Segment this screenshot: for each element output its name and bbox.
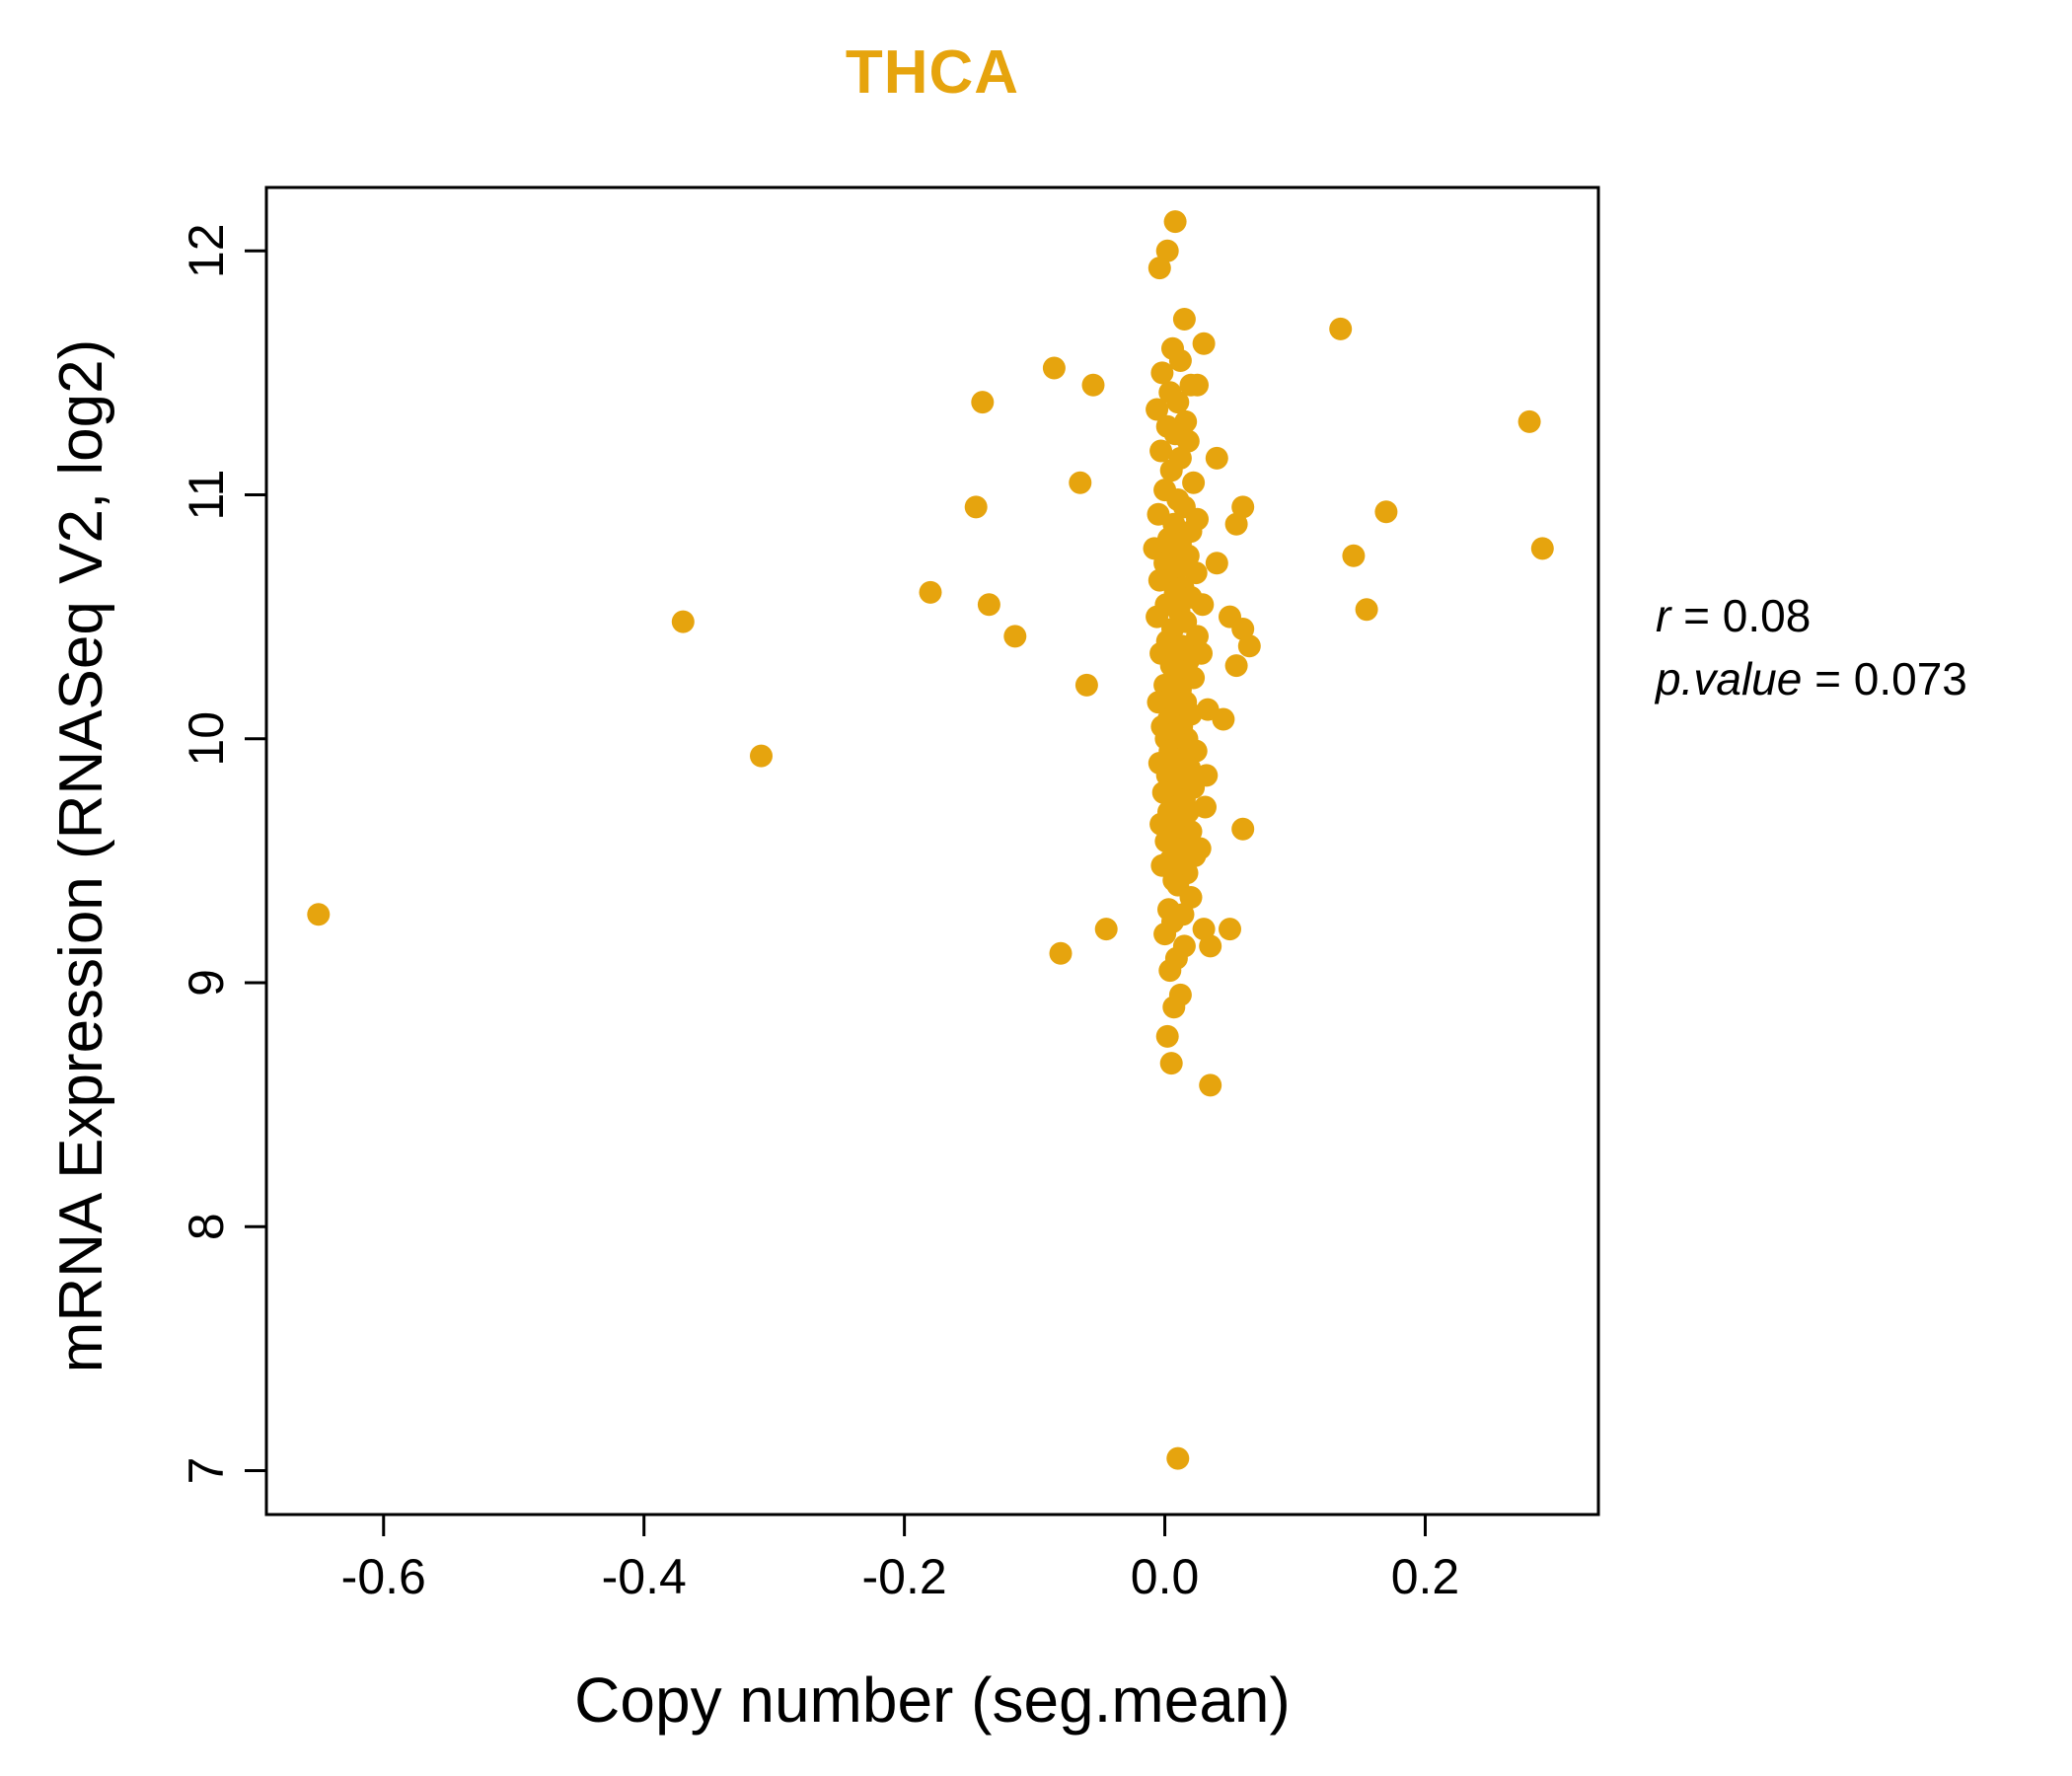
scatter-point bbox=[919, 580, 942, 604]
scatter-point bbox=[1168, 349, 1192, 372]
r-value: = 0.08 bbox=[1670, 590, 1812, 641]
scatter-point bbox=[1199, 1073, 1222, 1097]
scatter-point bbox=[1155, 1024, 1179, 1048]
scatter-point bbox=[971, 391, 995, 414]
p-value-line: p.value = 0.073 bbox=[1656, 647, 1967, 710]
y-tick-label: 8 bbox=[179, 1213, 234, 1240]
scatter-point bbox=[1188, 837, 1212, 860]
scatter-point bbox=[1192, 918, 1216, 941]
scatter-point bbox=[1179, 886, 1203, 909]
scatter-point bbox=[1194, 795, 1217, 819]
scatter-point bbox=[1205, 446, 1228, 470]
y-tick-label: 10 bbox=[179, 711, 234, 767]
data-points bbox=[307, 210, 1554, 1470]
y-axis-title: mRNA Expression (RNASeq V2, log2) bbox=[47, 338, 115, 1373]
plot-border bbox=[264, 185, 1600, 1517]
scatter-point bbox=[1049, 941, 1073, 965]
scatter-point bbox=[1329, 317, 1353, 340]
scatter-point bbox=[307, 903, 331, 926]
scatter-point bbox=[1191, 593, 1215, 617]
scatter-point bbox=[1172, 308, 1196, 331]
scatter-point bbox=[1166, 391, 1190, 414]
scatter-point bbox=[1069, 471, 1092, 494]
scatter-point bbox=[1196, 698, 1220, 721]
chart-title: THCA bbox=[845, 38, 1020, 107]
scatter-point bbox=[1517, 409, 1541, 433]
scatter-point bbox=[1159, 459, 1183, 482]
scatter-point bbox=[1190, 641, 1213, 665]
scatter-point bbox=[1146, 398, 1169, 421]
scatter-point bbox=[1224, 512, 1248, 536]
scatter-point bbox=[1205, 552, 1228, 575]
scatter-point bbox=[1231, 817, 1255, 841]
scatter-point bbox=[1149, 439, 1173, 463]
scatter-point bbox=[964, 495, 988, 519]
scatter-point bbox=[1192, 332, 1216, 355]
x-tick-label: 0.0 bbox=[1131, 1549, 1200, 1604]
scatter-point bbox=[977, 593, 1000, 617]
scatter-point bbox=[1146, 605, 1169, 629]
scatter-point bbox=[1355, 598, 1378, 622]
scatter-point bbox=[1374, 500, 1398, 524]
scatter-point bbox=[1081, 373, 1105, 397]
scatter-point bbox=[1159, 1052, 1183, 1075]
scatter-point bbox=[1150, 361, 1174, 385]
scatter-point bbox=[1179, 373, 1203, 397]
axis-ticks: -0.6 -0.4 -0.2 0.0 0.2 7 8 9 10 11 12 bbox=[179, 223, 1459, 1604]
scatter-point bbox=[1163, 210, 1187, 234]
scatter-point bbox=[1166, 1446, 1190, 1470]
r-label: r bbox=[1656, 590, 1671, 641]
scatter-point bbox=[1074, 673, 1098, 697]
scatter-point bbox=[1158, 959, 1182, 983]
x-tick-label: -0.2 bbox=[862, 1549, 947, 1604]
scatter-point bbox=[1182, 471, 1206, 494]
scatter-point bbox=[1155, 239, 1179, 262]
y-tick-label: 7 bbox=[179, 1457, 234, 1485]
scatter-point bbox=[1153, 923, 1177, 946]
scatter-point bbox=[1199, 934, 1222, 958]
scatter-point bbox=[1530, 537, 1554, 560]
scatter-point bbox=[1147, 568, 1171, 592]
p-value: = 0.073 bbox=[1802, 653, 1967, 704]
y-tick-label: 12 bbox=[179, 223, 234, 278]
scatter-point bbox=[1042, 356, 1066, 380]
scatter-point bbox=[1219, 918, 1241, 941]
scatter-point bbox=[1162, 996, 1186, 1019]
scatter-point bbox=[1342, 544, 1366, 567]
correlation-annotation: r = 0.08 p.value = 0.073 bbox=[1656, 584, 1967, 710]
scatter-point bbox=[1147, 257, 1171, 280]
p-label: p.value bbox=[1656, 653, 1803, 704]
scatter-point bbox=[1151, 780, 1175, 804]
scatter-point bbox=[1003, 625, 1027, 648]
x-tick-label: -0.4 bbox=[602, 1549, 687, 1604]
scatter-point bbox=[1147, 691, 1170, 714]
scatter-point bbox=[1184, 561, 1208, 585]
scatter-point bbox=[1094, 918, 1118, 941]
scatter-point bbox=[1224, 654, 1248, 678]
r-value-line: r = 0.08 bbox=[1656, 584, 1967, 647]
scatter-point bbox=[671, 610, 695, 633]
scatter-point bbox=[1237, 634, 1261, 658]
y-tick-label: 9 bbox=[179, 969, 234, 997]
x-axis-title: Copy number (seg.mean) bbox=[574, 1665, 1291, 1736]
y-tick-label: 11 bbox=[179, 470, 234, 521]
scatter-point bbox=[1186, 507, 1209, 531]
scatter-point bbox=[1231, 495, 1255, 519]
x-tick-label: 0.2 bbox=[1391, 1549, 1460, 1604]
scatter-point bbox=[750, 744, 773, 768]
scatter-point bbox=[1231, 618, 1255, 640]
scatter-point bbox=[1176, 429, 1200, 453]
x-tick-label: -0.6 bbox=[341, 1549, 426, 1604]
scatter-point bbox=[1195, 764, 1219, 787]
